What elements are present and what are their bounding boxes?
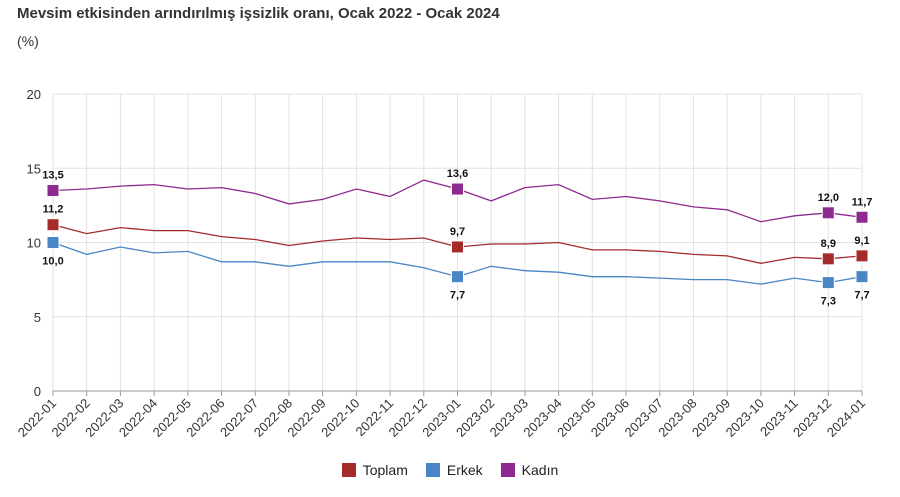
legend-item-toplam[interactable]: Toplam: [341, 462, 408, 478]
data-label: 9,7: [450, 226, 465, 238]
data-point-marker: [46, 236, 60, 249]
legend-item-erkek[interactable]: Erkek: [425, 462, 483, 478]
data-point-marker: [821, 276, 835, 290]
legend-label: Toplam: [362, 462, 408, 478]
y-tick-label: 15: [27, 161, 41, 176]
data-label: 9,1: [854, 235, 869, 247]
chart-subtitle: (%): [17, 33, 39, 49]
y-tick-label: 10: [27, 236, 41, 251]
data-point-marker: [821, 206, 835, 220]
data-label: 10,0: [42, 256, 63, 268]
legend-swatch: [500, 463, 515, 477]
y-tick-label: 0: [34, 384, 41, 399]
legend-item-kadın[interactable]: Kadın: [500, 462, 559, 478]
y-tick-label: 5: [34, 310, 41, 325]
data-point-marker: [821, 252, 835, 266]
data-point-marker: [855, 249, 869, 263]
data-label: 11,2: [43, 204, 64, 216]
data-point-marker: [46, 218, 60, 232]
data-label: 7,7: [854, 290, 869, 302]
legend-label: Erkek: [446, 462, 483, 478]
data-point-marker: [451, 182, 464, 196]
legend-swatch: [341, 463, 356, 477]
legend-swatch: [425, 463, 440, 477]
data-point-marker: [855, 270, 869, 284]
chart-legend: Toplam Erkek Kadın: [0, 462, 900, 478]
chart-title: Mevsim etkisinden arındırılmış işsizlik …: [17, 5, 500, 22]
legend-label: Kadın: [521, 462, 559, 478]
data-point-marker: [451, 270, 464, 284]
data-label: 13,6: [447, 168, 468, 180]
data-label: 11,7: [852, 196, 873, 208]
data-label: 7,3: [821, 296, 836, 308]
data-point-marker: [855, 210, 869, 224]
data-label: 8,9: [821, 238, 836, 250]
data-label: 12,0: [818, 192, 839, 204]
data-point-marker: [46, 184, 60, 198]
y-tick-label: 20: [27, 87, 41, 102]
data-point-marker: [451, 240, 464, 254]
data-label: 7,7: [450, 290, 465, 302]
data-label: 13,5: [42, 170, 63, 182]
